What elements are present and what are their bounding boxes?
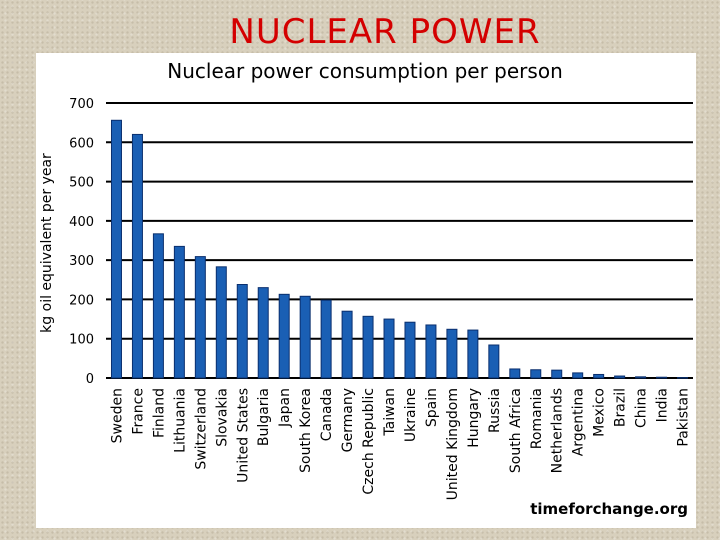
bar-hungary	[467, 329, 479, 379]
category-label: China	[634, 388, 650, 428]
y-tick-label: 200	[69, 293, 94, 308]
bar-mexico	[593, 373, 605, 379]
category-label: Canada	[319, 388, 335, 441]
category-label: Bulgaria	[256, 388, 272, 446]
bar-slovakia	[215, 266, 227, 379]
bar-switzerland	[194, 256, 206, 379]
bar-united-kingdom	[446, 328, 458, 379]
category-label: Switzerland	[193, 388, 209, 470]
category-label: United States	[235, 388, 251, 483]
category-label: India	[655, 388, 671, 422]
category-label: Japan	[277, 388, 293, 428]
category-label: Argentina	[571, 388, 587, 456]
bar-spain	[425, 324, 437, 379]
bar-canada	[320, 299, 332, 379]
y-tick-label: 400	[69, 215, 94, 230]
category-label: Slovakia	[214, 388, 230, 447]
category-label: Lithuania	[172, 388, 188, 453]
category-label: Netherlands	[550, 388, 566, 473]
category-label: Germany	[340, 388, 356, 452]
y-tick-label: 600	[69, 136, 94, 151]
category-label: Russia	[487, 388, 503, 433]
bar-netherlands	[551, 369, 563, 379]
bar-chart: Nuclear power consumption per person 0 10…	[39, 59, 693, 518]
bar-pakistan	[677, 377, 689, 379]
bar-sweden	[110, 119, 122, 379]
bar-south-korea	[299, 295, 311, 379]
category-label: France	[130, 388, 146, 435]
y-tick-label: 300	[69, 254, 94, 269]
category-label: United Kingdom	[445, 388, 461, 500]
category-label: Taiwan	[382, 388, 398, 437]
bars	[110, 119, 689, 379]
bar-russia	[488, 344, 500, 379]
category-label: South Africa	[508, 388, 524, 473]
y-axis-label: kg oil equivalent per year	[39, 153, 55, 333]
bar-japan	[278, 293, 290, 379]
bar-lithuania	[173, 245, 185, 379]
y-tick-label: 700	[69, 97, 94, 112]
category-label: Brazil	[613, 388, 629, 427]
category-label: Mexico	[592, 388, 608, 437]
bar-finland	[152, 233, 164, 379]
bar-bulgaria	[257, 287, 269, 379]
y-tick-labels: 0 100 200 300 400 500 600 700	[69, 97, 94, 387]
chart-title: Nuclear power consumption per person	[167, 59, 563, 83]
slide-title: NUCLEAR POWER	[229, 12, 541, 52]
bar-brazil	[614, 375, 626, 379]
bar-china	[635, 376, 647, 379]
bar-south-africa	[509, 368, 521, 379]
bar-romania	[530, 369, 542, 379]
category-label: Czech Republic	[361, 388, 377, 495]
bar-france	[131, 133, 143, 379]
gridlines	[106, 102, 693, 379]
source-note: timeforchange.org	[530, 500, 688, 518]
category-label: Pakistan	[676, 388, 692, 447]
bar-united-states	[236, 284, 248, 379]
bar-germany	[341, 310, 353, 379]
category-label: Sweden	[109, 388, 125, 443]
bar-czech-republic	[362, 315, 374, 379]
y-tick-label: 0	[86, 372, 94, 387]
category-label: South Korea	[298, 388, 314, 473]
y-tick-label: 100	[69, 333, 94, 348]
category-label: Spain	[424, 388, 440, 427]
bar-india	[656, 376, 668, 379]
category-label: Romania	[529, 388, 545, 449]
category-label: Hungary	[466, 388, 482, 448]
bar-ukraine	[404, 321, 416, 379]
category-labels: Sweden France Finland Lithuania Switzerland S…	[109, 388, 691, 500]
category-label: Finland	[151, 388, 167, 438]
y-tick-label: 500	[69, 176, 94, 191]
chart-panel: Nuclear power consumption per person 0 10…	[36, 53, 696, 528]
bar-argentina	[572, 372, 584, 379]
category-label: Ukraine	[403, 388, 419, 442]
bar-taiwan	[383, 318, 395, 379]
